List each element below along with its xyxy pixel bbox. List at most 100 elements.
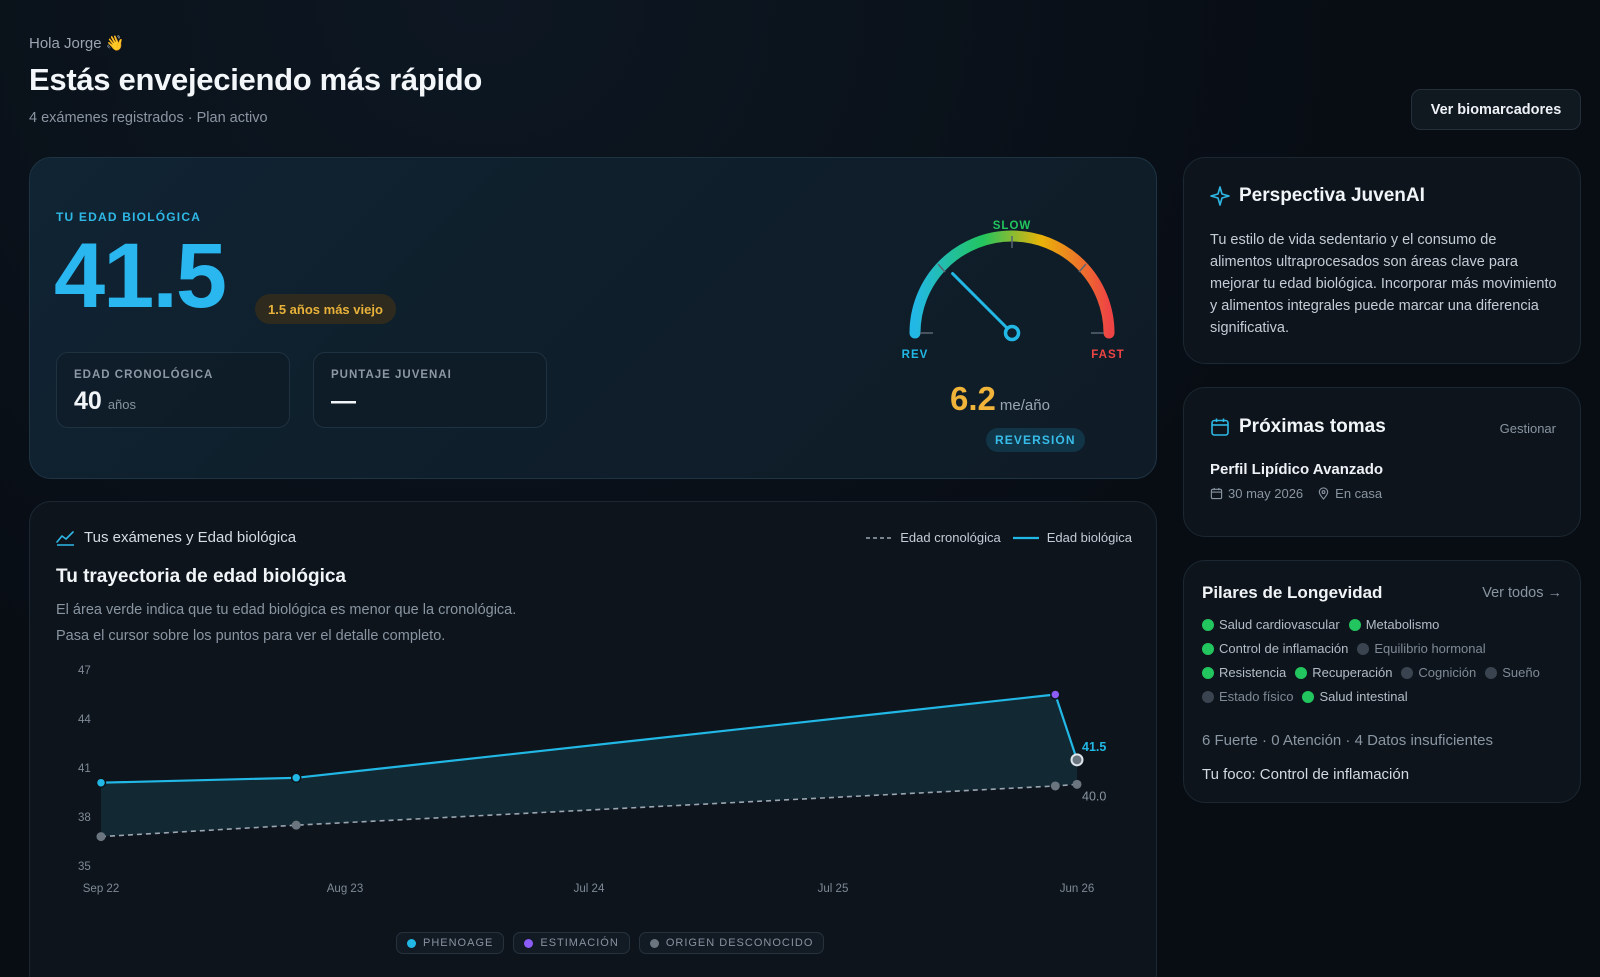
upcoming-tests-card: Próximas tomas Gestionar Perfil Lipídico… xyxy=(1183,387,1581,537)
y-tick-label: 41 xyxy=(78,763,91,775)
chronological-age-value: 40 xyxy=(74,387,102,415)
source-dot xyxy=(524,938,534,948)
pillar-row: Control de inflamación Equilibrio hormona… xyxy=(1202,641,1572,656)
y-tick-label: 44 xyxy=(78,714,91,726)
biological-age-line xyxy=(100,693,1079,784)
chronological-point xyxy=(291,820,301,830)
manage-link[interactable]: Gestionar xyxy=(1499,421,1556,436)
chronological-age-unit: años xyxy=(107,397,137,412)
pillar-label: Resistencia xyxy=(1219,665,1287,680)
pillar-status-dot xyxy=(1302,690,1315,703)
pillar-item[interactable]: Control de inflamación xyxy=(1202,641,1348,656)
pillar-item[interactable]: Recuperación xyxy=(1295,665,1392,680)
pillar-item[interactable]: Cognición xyxy=(1401,665,1476,680)
pillar-label: Salud cardiovascular xyxy=(1219,617,1340,632)
pillar-item[interactable]: Salud intestinal xyxy=(1302,689,1408,704)
biological-point xyxy=(1070,753,1084,767)
location-pin-icon xyxy=(1318,487,1329,500)
pace-unit: me/año xyxy=(999,397,1050,414)
longevity-pillars-card: Pilares de Longevidad Ver todos → Salud … xyxy=(1183,560,1581,803)
pillar-item[interactable]: Estado físico xyxy=(1202,689,1293,704)
pillar-item[interactable]: Equilibrio hormonal xyxy=(1357,641,1486,656)
gauge-tick-left xyxy=(937,263,946,273)
chart-legend: Edad cronológica Edad biológica xyxy=(866,530,1132,545)
chronological-age-label: EDAD CRONOLÓGICA xyxy=(74,369,214,381)
pillar-status-dot xyxy=(1485,666,1498,679)
pillar-status-dot xyxy=(1202,642,1214,655)
x-tick-label: Jun 26 xyxy=(1060,883,1095,895)
difference-area xyxy=(101,694,1077,837)
pillar-label: Control de inflamación xyxy=(1219,641,1349,656)
pillar-row: Resistencia Recuperación Cognición Sueño xyxy=(1202,665,1572,680)
juvenai-perspective-card: Perspectiva JuvenAI Tu estilo de vida se… xyxy=(1183,157,1581,364)
biological-age-label: TU EDAD BIOLÓGICA xyxy=(56,210,202,224)
gauge-pivot xyxy=(1003,324,1021,342)
sparkle-icon xyxy=(1210,186,1230,206)
trajectory-chart: 35 38 41 44 47 Sep 22 Aug 23 Jul 24 Jul 25 Jun 26… xyxy=(78,665,1106,895)
upcoming-title: Próximas tomas xyxy=(1239,416,1386,437)
trajectory-title: Tu trayectoria de edad biológica xyxy=(56,566,346,587)
trend-chart-icon xyxy=(56,530,74,546)
perspective-title: Perspectiva JuvenAI xyxy=(1239,185,1425,206)
legend-biological-label: Edad biológica xyxy=(1046,530,1132,545)
trajectory-description-1: El área verde indica que tu edad biológi… xyxy=(56,602,517,618)
biological-point xyxy=(290,772,302,784)
pillar-label: Salud intestinal xyxy=(1319,689,1408,704)
pillar-label: Metabolismo xyxy=(1365,617,1440,632)
pillar-item[interactable]: Resistencia xyxy=(1202,665,1286,680)
pillar-status-dot xyxy=(1295,666,1308,679)
biological-end-label: 41.5 xyxy=(1082,740,1106,754)
pillars-summary: 6 Fuerte · 0 Atención · 4 Datos insufici… xyxy=(1202,732,1493,749)
source-dot xyxy=(407,938,416,948)
trajectory-description-2: Pasa el cursor sobre los puntos para ver… xyxy=(56,628,446,644)
source-label: ESTIMACIÓN xyxy=(540,937,619,949)
source-chip: PHENOAGE xyxy=(396,932,505,954)
upcoming-test-place: En casa xyxy=(1335,486,1383,501)
source-dot xyxy=(649,938,659,948)
source-chip: ORIGEN DESCONOCIDO xyxy=(638,932,825,954)
page-subtitle: 4 exámenes registrados · Plan activo xyxy=(29,110,268,126)
juvenai-score-box: PUNTAJE JUVENAI — xyxy=(313,352,547,428)
greeting: Hola Jorge 👋 xyxy=(29,35,125,52)
pillars-title: Pilares de Longevidad xyxy=(1202,583,1383,602)
view-biomarkers-button[interactable]: Ver biomarcadores xyxy=(1411,89,1581,130)
juvenai-score-value: — xyxy=(331,387,356,415)
gauge-label-fast: FAST xyxy=(1091,349,1124,361)
x-tick-label: Aug 23 xyxy=(327,883,363,895)
pillar-item[interactable]: Salud cardiovascular xyxy=(1202,617,1340,632)
source-label: ORIGEN DESCONOCIDO xyxy=(665,937,814,949)
gauge-needle xyxy=(951,272,1014,335)
biological-point xyxy=(95,777,107,788)
pillar-label: Cognición xyxy=(1418,665,1477,680)
pillar-item[interactable]: Metabolismo xyxy=(1348,617,1440,632)
gauge-label-slow: SLOW xyxy=(993,220,1032,232)
gauge-tick-right xyxy=(1078,263,1087,273)
chronological-end-label: 40.0 xyxy=(1082,789,1106,803)
pillar-status-dot xyxy=(1202,618,1214,631)
reversion-badge: REVERSIÓN xyxy=(986,428,1085,452)
y-tick-label: 47 xyxy=(78,665,91,677)
chronological-point xyxy=(1072,779,1082,789)
y-tick-label: 35 xyxy=(78,861,91,873)
x-tick-label: Sep 22 xyxy=(83,883,119,895)
biological-point xyxy=(1050,689,1061,700)
age-difference-badge: 1.5 años más viejo xyxy=(255,294,396,324)
pillars-focus: Tu foco: Control de inflamación xyxy=(1202,766,1410,783)
pillar-item[interactable]: Sueño xyxy=(1485,665,1540,680)
pillar-status-dot xyxy=(1401,666,1414,679)
chronological-point xyxy=(1050,781,1060,791)
pace-value: 6.2 xyxy=(950,380,996,417)
aging-pace-gauge: SLOW REV FAST xyxy=(902,220,1124,361)
view-all-link[interactable]: Ver todos → xyxy=(1482,585,1562,601)
perspective-text: Tu estilo de vida sedentario y el consum… xyxy=(1210,232,1557,336)
upcoming-test-name[interactable]: Perfil Lipídico Avanzado xyxy=(1210,461,1384,478)
pillar-status-dot xyxy=(1357,642,1370,655)
small-calendar-icon xyxy=(1210,487,1223,500)
biological-age-card: TU EDAD BIOLÓGICA 41.5 1.5 años más viej… xyxy=(29,157,1157,479)
legend-dashed-line xyxy=(866,536,893,539)
pillar-status-dot xyxy=(1202,666,1214,679)
trajectory-header: Tus exámenes y Edad biológica xyxy=(84,529,297,546)
x-tick-label: Jul 25 xyxy=(818,883,849,895)
pillar-label: Sueño xyxy=(1502,665,1540,680)
